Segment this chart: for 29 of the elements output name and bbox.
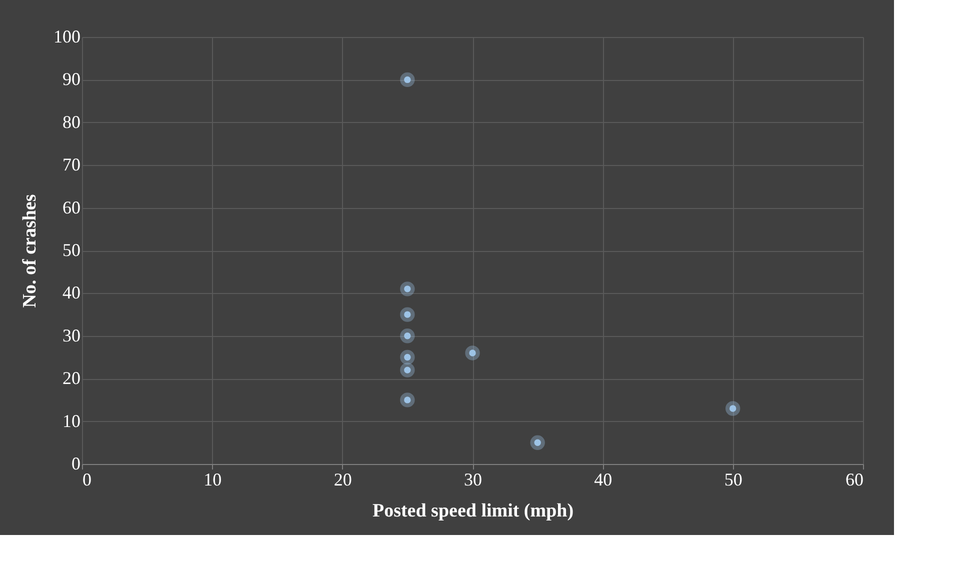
- x-tick-label: 50: [724, 470, 742, 490]
- point: [400, 307, 415, 322]
- point: [400, 392, 415, 408]
- point: [530, 435, 545, 450]
- point: [400, 328, 415, 344]
- point: [400, 350, 415, 365]
- y-axis-title: No. of crashes: [20, 194, 40, 308]
- y-tick-label: 40: [62, 282, 80, 303]
- point: [400, 72, 415, 88]
- x-tick-label: 10: [204, 470, 222, 490]
- y-tick-label: 90: [62, 69, 80, 90]
- x-tick-label: 30: [464, 470, 482, 490]
- y-tick-label: 20: [62, 368, 80, 388]
- y-tick-label: 70: [62, 154, 80, 175]
- x-axis-title: Posted speed limit (mph): [372, 500, 574, 522]
- point: [400, 282, 415, 296]
- point: [400, 362, 415, 378]
- y-tick-label: 80: [62, 112, 80, 132]
- y-tick-label: 30: [62, 325, 80, 346]
- point: [725, 401, 740, 416]
- y-tick-label: 10: [62, 410, 80, 431]
- y-tick-label: 50: [62, 240, 80, 260]
- x-tick-label: 60: [846, 470, 864, 490]
- x-tick-label: 40: [594, 470, 612, 490]
- x-tick-label: 20: [334, 470, 352, 490]
- y-tick-label: 0: [72, 454, 80, 474]
- y-tick-label: 100: [54, 26, 80, 46]
- point: [465, 346, 480, 360]
- y-tick-label: 60: [62, 197, 80, 218]
